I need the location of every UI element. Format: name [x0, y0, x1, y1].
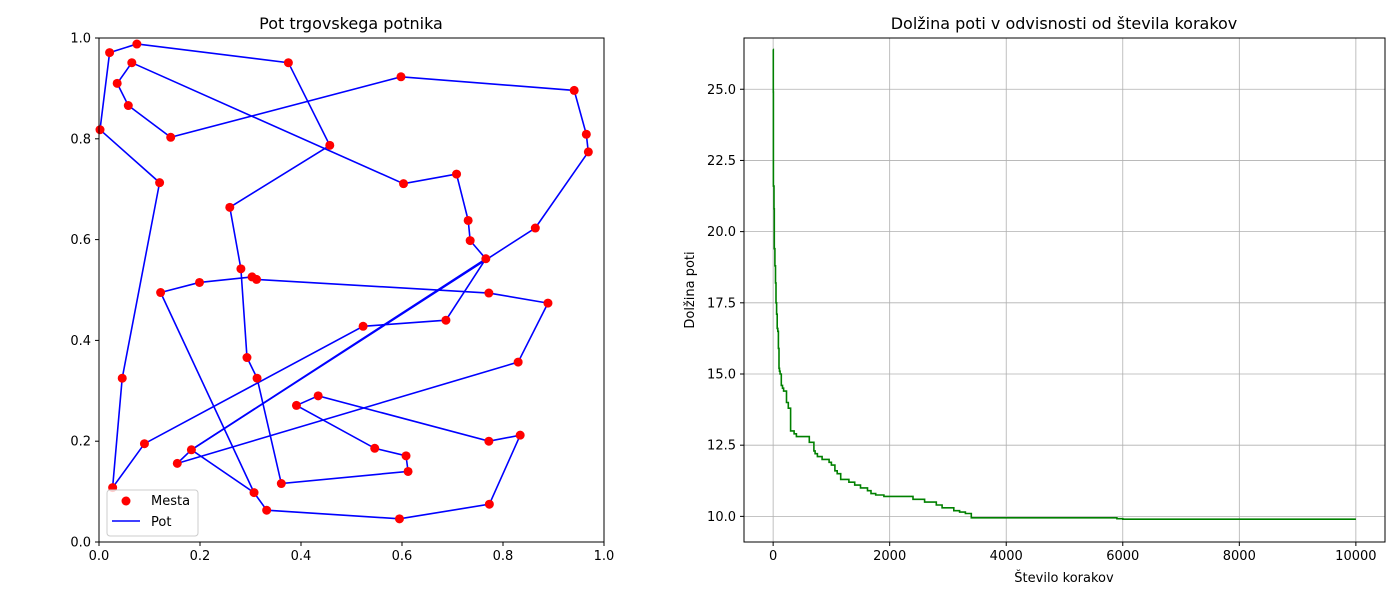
route-segment	[488, 292, 549, 304]
tsp-chart-title: Pot trgovskega potnika	[259, 14, 443, 33]
route-segment	[190, 258, 487, 451]
city-point	[247, 272, 257, 282]
city-point	[583, 147, 593, 157]
y-tick-label: 0.8	[70, 132, 91, 147]
x-tick-label: 0.0	[89, 549, 110, 564]
length-axes-frame	[743, 37, 1386, 543]
y-tick-label: 15.0	[707, 368, 736, 383]
y-tick-label: 20.0	[707, 225, 736, 240]
y-tick-label: 22.5	[707, 154, 736, 169]
city-point	[484, 288, 494, 298]
city-point	[112, 78, 122, 88]
city-point	[95, 125, 105, 135]
city-point	[325, 140, 335, 150]
city-point	[543, 298, 553, 308]
x-tick-label: 10000	[1335, 549, 1376, 564]
city-point	[313, 391, 323, 401]
city-point	[441, 315, 451, 325]
city-point	[283, 58, 293, 68]
length-chart-title: Dolžina poti v odvisnosti od števila kor…	[891, 14, 1238, 33]
x-tick-label: 0	[769, 549, 777, 564]
city-point	[166, 132, 176, 142]
x-tick-label: 0.8	[493, 549, 514, 564]
city-point	[276, 479, 286, 489]
city-point	[515, 430, 525, 440]
y-axis-label: Dolžina poti	[683, 251, 698, 328]
city-point	[481, 254, 491, 264]
city-point	[172, 458, 182, 468]
legend-cities-marker	[121, 496, 131, 506]
tsp-legend: Mesta Pot	[106, 489, 199, 537]
x-tick-label: 8000	[1223, 549, 1256, 564]
legend-route-label: Pot	[151, 515, 171, 530]
city-point	[155, 178, 165, 188]
city-point	[186, 445, 196, 455]
y-tick-label: 0.0	[70, 536, 91, 551]
city-point	[401, 451, 411, 461]
tsp-axes-frame	[98, 37, 605, 543]
x-axis-label: Število korakov	[1014, 570, 1114, 586]
city-point	[396, 72, 406, 82]
city-point	[581, 129, 591, 139]
city-point	[399, 179, 409, 189]
route-segment	[177, 361, 519, 465]
y-tick-label: 0.4	[70, 334, 91, 349]
x-tick-label: 1.0	[594, 549, 615, 564]
city-point	[569, 85, 579, 95]
x-tick-label: 0.2	[190, 549, 211, 564]
route-segment	[159, 292, 255, 493]
length-plot-area: 0 2000 4000 6000 8000 10000 10.0 12.5 15.0 17.5 20…	[707, 37, 1386, 564]
city-point	[452, 169, 462, 179]
y-tick-label: 17.5	[707, 296, 736, 311]
x-tick-label: 0.6	[392, 549, 413, 564]
x-tick-label: 4000	[990, 549, 1023, 564]
y-tick-label: 10.0	[707, 510, 736, 525]
city-point	[291, 400, 301, 410]
city-point	[262, 505, 272, 515]
city-point	[513, 357, 523, 367]
legend-cities-label: Mesta	[151, 494, 190, 509]
route-line	[99, 43, 590, 520]
city-point	[194, 277, 204, 287]
route-segment	[517, 302, 549, 363]
city-point	[123, 101, 133, 111]
city-point	[465, 236, 475, 246]
y-tick-label: 12.5	[707, 439, 736, 454]
tsp-plot-area: 0.0 0.2 0.4 0.6 0.8 1.0 0.0 0.2 0.4 0.6 0.8 1.0	[70, 32, 614, 565]
route-segment	[256, 278, 489, 294]
city-point	[403, 466, 413, 476]
x-tick-label: 6000	[1106, 549, 1139, 564]
city-point	[370, 443, 380, 453]
city-point	[463, 215, 473, 225]
path-length-chart: Dolžina poti v odvisnosti od števila kor…	[683, 14, 1386, 586]
y-tick-label: 25.0	[707, 83, 736, 98]
y-tick-label: 1.0	[70, 32, 91, 47]
city-point	[530, 223, 540, 233]
city-point	[105, 48, 115, 58]
y-tick-label: 0.6	[70, 233, 91, 248]
y-tick-label: 0.2	[70, 435, 91, 450]
x-tick-label: 0.4	[291, 549, 312, 564]
x-tick-label: 2000	[873, 549, 906, 564]
length-series-line	[772, 48, 1356, 520]
city-point	[236, 264, 246, 274]
route-segment	[199, 276, 253, 284]
city-point	[394, 514, 404, 524]
city-point	[358, 321, 368, 331]
city-point	[156, 288, 166, 298]
city-point	[132, 39, 142, 49]
city-point	[139, 439, 149, 449]
tsp-route-chart: Pot trgovskega potnika 0.0 0.2 0.4 0.6 0.8 1.…	[70, 14, 614, 564]
city-point	[117, 373, 127, 383]
city-point	[484, 436, 494, 446]
city-point	[225, 202, 235, 212]
route-segment	[160, 281, 200, 294]
city-point	[484, 499, 494, 509]
city-point	[249, 488, 259, 498]
city-point	[242, 353, 252, 363]
city-point	[127, 58, 137, 68]
city-point	[252, 373, 262, 383]
